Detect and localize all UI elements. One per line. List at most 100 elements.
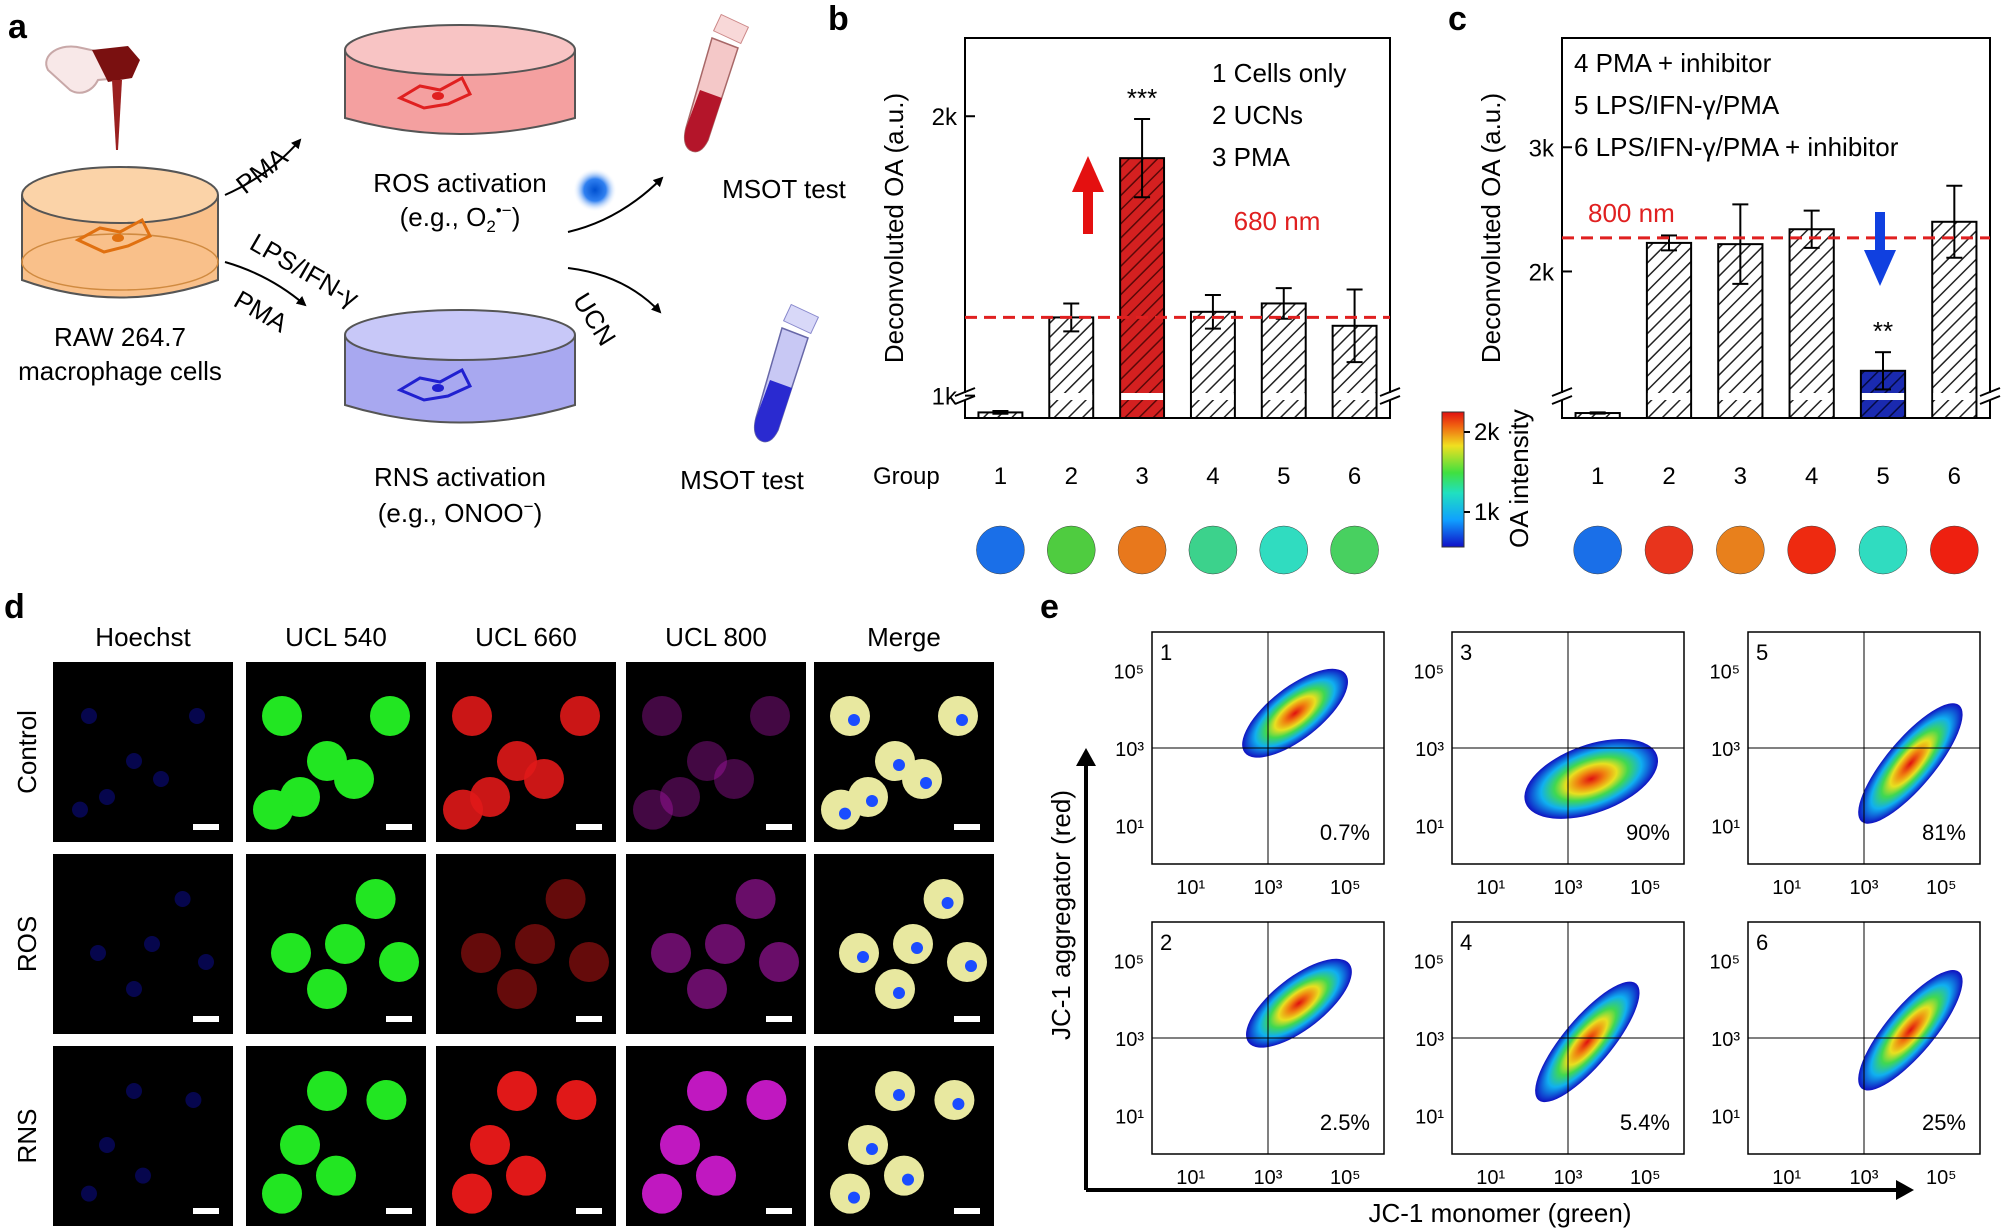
axis-break-mark <box>1379 387 1401 397</box>
density-cloud <box>1246 958 1352 1048</box>
pipette-hand-icon <box>45 45 140 150</box>
cell-blob <box>443 789 483 830</box>
bar-5 <box>1260 302 1307 419</box>
arrow-label-pma-top: PMA <box>230 141 293 200</box>
micrograph-background <box>436 854 616 1034</box>
row-label: RNS <box>12 1109 42 1164</box>
nucleus-blob <box>965 960 977 972</box>
x-tick-label: 10³ <box>1254 877 1283 899</box>
x-tick-label: 10⁵ <box>1926 877 1957 899</box>
axis-break-mark <box>1979 395 2001 405</box>
axis-break-mark <box>1979 387 2001 397</box>
axis-break-gap <box>1386 393 1394 400</box>
micrograph-ros-ucl-800 <box>626 854 806 1034</box>
density-cloud <box>1858 703 1963 824</box>
cell-blob <box>126 1083 142 1099</box>
threshold-label: 800 nm <box>1588 198 1675 228</box>
subplot-id: 4 <box>1460 930 1472 955</box>
oa-spot <box>1787 525 1836 575</box>
micrograph-rns-ucl-660 <box>436 1046 616 1226</box>
flow-plot-2: 2 2.5% 10¹ 10³ 10⁵ 10¹ 10³ 10⁵ <box>1113 921 1385 1189</box>
cell-blob <box>307 1071 347 1111</box>
legend-entry: 6 LPS/IFN-γ/PMA + inhibitor <box>1574 132 1899 162</box>
subplot-id: 3 <box>1460 640 1472 665</box>
nucleus-blob <box>952 1098 965 1110</box>
y-axis-label: JC-1 aggregator (red) <box>1046 790 1076 1040</box>
x-tick-label: 2 <box>1662 463 1675 490</box>
nucleus-blob <box>941 897 954 909</box>
cell-blob <box>759 942 799 982</box>
x-tick-label: 10⁵ <box>1330 877 1361 899</box>
y-tick-label: 10⁵ <box>1413 952 1444 974</box>
x-tick-label: 10³ <box>1850 877 1879 899</box>
cell-blob <box>370 696 410 736</box>
micrograph-ros-ucl-660 <box>436 854 616 1034</box>
cell-blob <box>153 771 169 787</box>
rns-title: RNS activation <box>374 462 546 492</box>
msot-test-bottom: MSOT test <box>680 465 805 495</box>
scale-bar <box>386 1016 412 1022</box>
scale-bar <box>766 824 792 830</box>
micrograph-rns-ucl-540 <box>246 1046 426 1226</box>
scale-bar <box>576 1208 602 1214</box>
panel-e: e 1 0.7% 10¹ 10³ 10⁵ 10¹ 10³ 10⁵ 3 90% 10¹ 10³ 10⁵ 10… <box>1040 588 1981 1228</box>
micrograph-ros-ucl-540 <box>246 854 426 1034</box>
cell-blob <box>174 891 191 907</box>
cell-blob <box>545 879 586 919</box>
significance-label: ** <box>1873 316 1893 346</box>
micrograph-background <box>626 662 806 842</box>
cell-blob <box>99 789 115 805</box>
x-tick-label: 3 <box>1734 463 1747 490</box>
scale-bar <box>576 1016 602 1022</box>
micrograph-background <box>53 854 233 1034</box>
panel-letter-a: a <box>8 8 28 46</box>
scale-bar <box>386 1208 412 1214</box>
y-tick-label: 10¹ <box>1711 1106 1740 1128</box>
axis-break-mark <box>954 387 976 397</box>
axis-break-mark <box>1551 395 1573 405</box>
scale-bar <box>193 1208 219 1214</box>
cell-blob <box>253 789 293 830</box>
cell-blob <box>280 1125 320 1165</box>
cell-blob <box>81 1185 97 1202</box>
axis-break-gap <box>1986 393 1994 400</box>
density-cloud <box>1242 668 1348 758</box>
y-tick-label: 10¹ <box>1711 816 1740 838</box>
cell-blob <box>696 1155 736 1196</box>
blue-tube-icon <box>753 303 820 443</box>
column-header: UCL 800 <box>665 622 767 652</box>
nucleus-blob <box>920 777 932 789</box>
cell-blob <box>198 954 214 970</box>
bar-break-gap <box>1719 393 1762 400</box>
nucleus-blob <box>848 1191 860 1204</box>
flow-plot-1: 1 0.7% 10¹ 10³ 10⁵ 10¹ 10³ 10⁵ <box>1113 631 1385 899</box>
column-header: Merge <box>867 622 941 652</box>
cell-blob <box>135 1167 151 1184</box>
bar-break-gap <box>1861 393 1905 400</box>
nucleus-blob <box>911 942 923 954</box>
y-axis-arrowhead <box>1076 748 1096 766</box>
quadrant-percent: 2.5% <box>1320 1110 1370 1135</box>
chart-b: 1 2 3 4 5 6 1k 2k Deconvoluted OA (a.u.) Group ***… <box>873 37 1401 575</box>
oa-spot <box>1117 525 1167 575</box>
cell-blob <box>497 1071 537 1111</box>
y-axis-label: Deconvoluted OA (a.u.) <box>879 93 909 363</box>
cell-blob <box>470 1125 510 1165</box>
colorbar-label: OA intensity <box>1504 409 1534 548</box>
scale-bar <box>954 824 980 830</box>
bar-break-gap <box>1121 393 1164 400</box>
x-tick-label: 10¹ <box>1176 1167 1205 1189</box>
panel-c: c 1 2 3 4 5 6 2k 3k Deconvoluted OA (a.u.) ** 4 PM… <box>1448 0 2001 575</box>
x-tick-label: 10³ <box>1850 1167 1879 1189</box>
y-tick-label: 10³ <box>1415 1029 1444 1051</box>
threshold-label: 680 nm <box>1234 206 1321 236</box>
nucleus-blob <box>902 1173 914 1186</box>
y-tick-label: 10⁵ <box>1113 952 1144 974</box>
flow-plot-3: 3 90% 10¹ 10³ 10⁵ 10¹ 10³ 10⁵ <box>1413 631 1685 899</box>
scale-bar <box>193 824 219 830</box>
bar-break-gap <box>1333 393 1376 400</box>
y-tick-label: 10³ <box>1415 739 1444 761</box>
bar-2 <box>1645 241 1693 419</box>
bar-break-gap <box>1790 393 1833 400</box>
